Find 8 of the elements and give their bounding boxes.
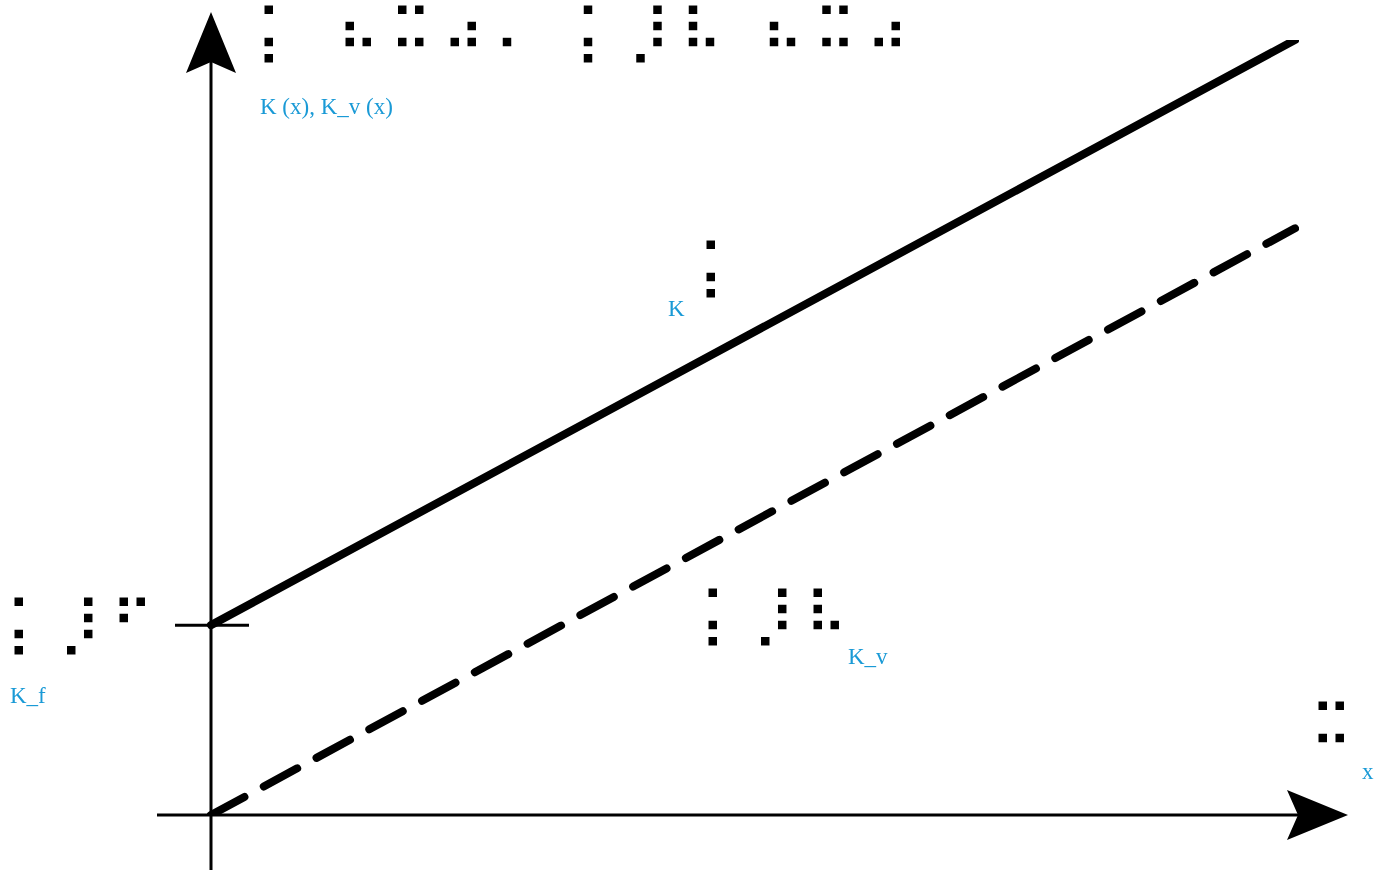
series-label: ⡅ [698,232,751,300]
x-axis-title: ⠭ [1310,693,1363,761]
y-axis-title: ⡅ ⠦⠭⠴⠄ ⡅⡸⠧ ⠦⠭⠴ [256,0,919,65]
annotation: K (x), K_v (x) [260,94,393,119]
annotation: K [668,296,685,321]
annotation: x [1362,759,1374,784]
annotation: K_f [10,683,46,708]
annotation: ⡅⡸⠋ [6,589,164,657]
